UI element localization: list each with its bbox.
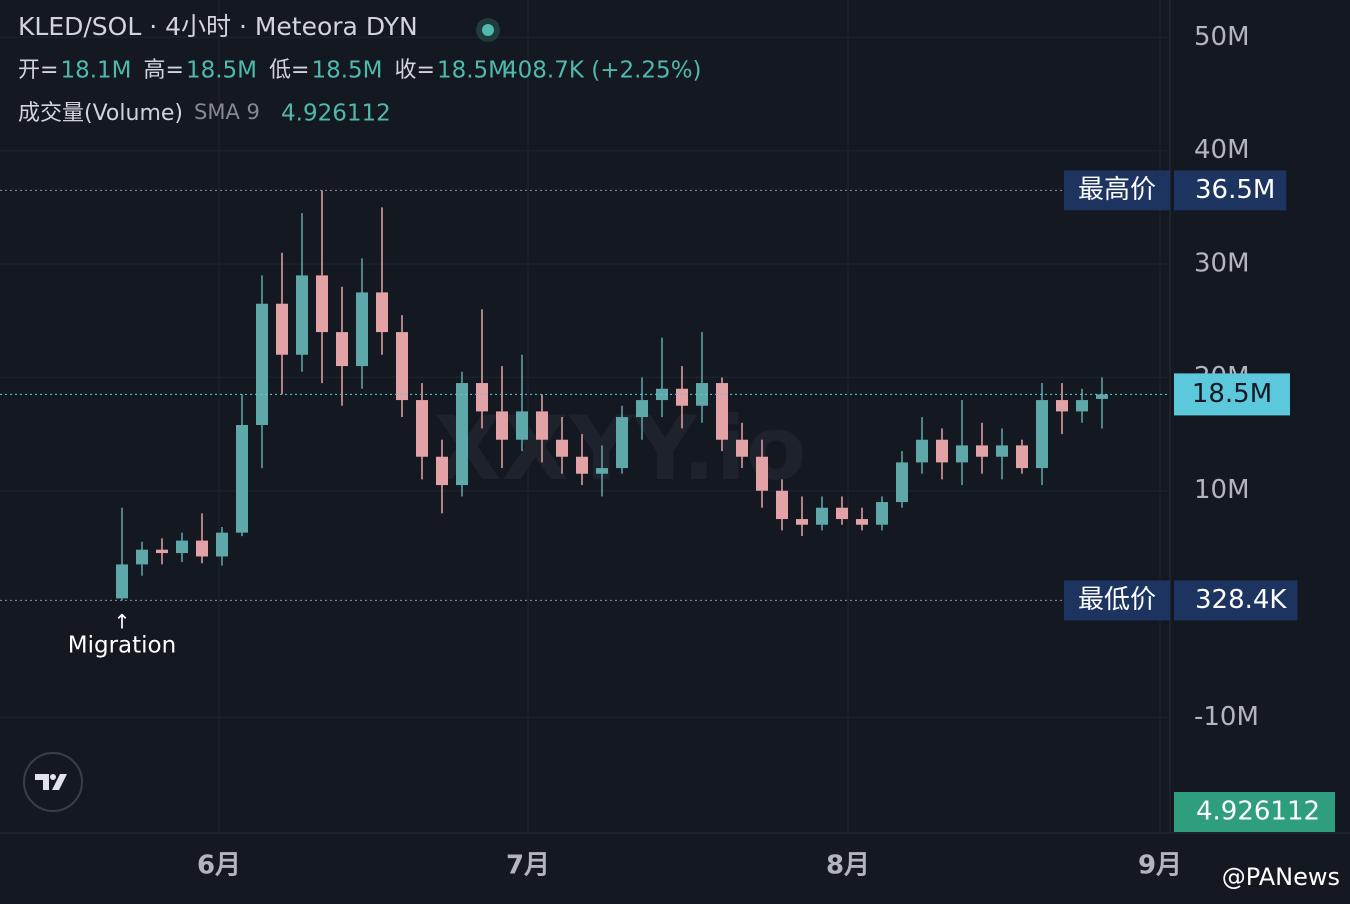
candle-body: [476, 383, 488, 412]
candle-body: [716, 383, 728, 440]
x-tick-label: 9月: [1138, 851, 1182, 881]
candle-body: [296, 275, 308, 355]
plot: [0, 189, 1170, 601]
ohlc-label: 收=: [395, 58, 435, 83]
candle-body: [496, 411, 508, 440]
candle-body: [876, 502, 888, 525]
annotation-arrow: ↑: [114, 610, 131, 634]
candle-body: [956, 445, 968, 463]
candle-body: [976, 445, 988, 457]
volume-label: 成交量(Volume): [18, 101, 183, 126]
y-tick-label: -10M: [1194, 702, 1259, 732]
candle-body: [816, 507, 828, 525]
volume-value: 4.926112: [281, 101, 391, 127]
ohlc-label: 高=: [144, 58, 184, 83]
price-line-name-box: [1064, 580, 1170, 621]
ohlc-label: 低=: [269, 58, 309, 83]
candle-body: [176, 540, 188, 554]
candle-body: [556, 439, 568, 457]
candle-body: [936, 439, 948, 463]
candle-body: [576, 456, 588, 474]
candle-body: [596, 468, 608, 474]
candle-body: [236, 425, 248, 533]
candle-body: [916, 439, 928, 463]
candle-body: [756, 456, 768, 491]
price-line-name-box: [1064, 170, 1170, 211]
ohlc-value: 18.1M: [60, 58, 131, 84]
candle-body: [676, 388, 688, 406]
candle-body: [796, 519, 808, 525]
price-line-badge: [1174, 580, 1298, 621]
volume-sma: SMA 9: [194, 100, 260, 124]
y-tick-label: 30M: [1194, 249, 1250, 279]
last-price-label: 18.5M: [1192, 379, 1272, 409]
candle-body: [396, 332, 408, 401]
price-line-name: 最高价: [1078, 175, 1156, 205]
credit: @PANews: [1222, 863, 1340, 891]
candle-body: [156, 549, 168, 554]
candle-body: [456, 383, 468, 486]
price-line-label: 328.4K: [1195, 585, 1287, 615]
y-tick-label: 40M: [1194, 135, 1250, 165]
x-tick-label: 7月: [506, 851, 550, 881]
candle-body: [336, 332, 348, 367]
price-line-badge: [1174, 170, 1287, 211]
price-line-label: 36.5M: [1195, 175, 1275, 205]
ohlc-value: 18.5M: [186, 58, 257, 84]
tv-logo: [23, 752, 83, 812]
candle-body: [1076, 400, 1088, 412]
symbol: KLED/SOL · 4小时 · Meteora DYN: [18, 12, 418, 41]
candle-body: [536, 411, 548, 440]
volume-badge: [1174, 792, 1335, 832]
candle-body: [1036, 400, 1048, 469]
price-line-name: 最低价: [1078, 585, 1156, 615]
annotation-text: Migration: [68, 633, 176, 659]
candle-body: [1056, 400, 1068, 412]
last-price-badge: [1174, 373, 1290, 416]
candle-body: [1096, 394, 1108, 399]
ohlc: 开= 18.1M 高= 18.5M 低= 18.5M 收= 18.5M: [18, 58, 508, 84]
candle-body: [376, 292, 388, 333]
candle-body: [196, 540, 208, 557]
candle-body: [436, 456, 448, 486]
candle-body: [316, 275, 328, 333]
candle-body: [516, 411, 528, 440]
y-tick-label: 50M: [1194, 22, 1250, 52]
candle-body: [616, 417, 628, 469]
candle-body: [256, 303, 268, 425]
status-dot: [482, 24, 494, 36]
ohlc-value: 18.5M: [311, 58, 382, 84]
y-tick-label: 10M: [1194, 475, 1250, 505]
candle-body: [416, 400, 428, 457]
candle-body: [736, 439, 748, 457]
volume-badge-value: 4.926112: [1196, 797, 1320, 827]
candle-body: [636, 400, 648, 418]
change: 408.7K (+2.25%): [503, 58, 702, 84]
candle-body: [1016, 445, 1028, 469]
candle-body: [276, 303, 288, 355]
price-axis: [1170, 0, 1350, 833]
ohlc-value: 18.5M: [437, 58, 508, 84]
candle-body: [136, 549, 148, 565]
candle-body: [996, 445, 1008, 457]
candle-body: [216, 532, 228, 557]
candle-body: [776, 490, 788, 520]
ohlc-label: 开=: [18, 58, 58, 83]
candle-body: [836, 507, 848, 520]
candle-body: [896, 462, 908, 503]
candle-body: [116, 564, 128, 599]
x-tick-label: 6月: [197, 851, 241, 881]
x-tick-label: 8月: [826, 851, 870, 881]
candle-body: [856, 519, 868, 525]
candle-body: [356, 292, 368, 367]
